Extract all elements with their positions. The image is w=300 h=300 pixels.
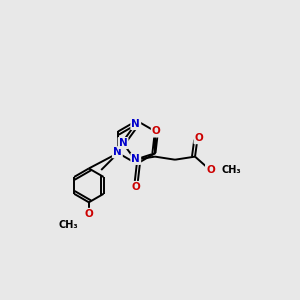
Text: O: O bbox=[152, 127, 161, 136]
Text: O: O bbox=[206, 165, 215, 175]
Text: N: N bbox=[119, 138, 128, 148]
Text: CH₃: CH₃ bbox=[58, 220, 78, 230]
Text: CH₃: CH₃ bbox=[221, 165, 241, 175]
Text: N: N bbox=[131, 119, 140, 129]
Text: O: O bbox=[85, 209, 93, 219]
Text: O: O bbox=[194, 133, 203, 143]
Text: N: N bbox=[113, 147, 122, 157]
Text: O: O bbox=[132, 182, 140, 192]
Text: N: N bbox=[131, 154, 140, 164]
